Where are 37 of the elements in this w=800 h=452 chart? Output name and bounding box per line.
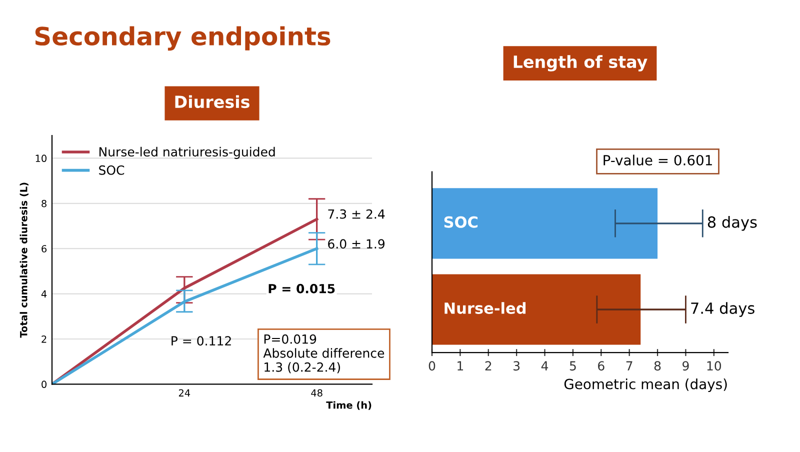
y-tick-label: 8	[42, 200, 46, 208]
data-label: 8 days	[708, 216, 757, 231]
chart-title: Length of stay	[514, 55, 648, 72]
x-tick-label: 2	[485, 361, 492, 370]
category-label: SOC	[444, 216, 478, 228]
category-label: Nurse-led	[444, 302, 526, 314]
x-axis-title: Time (h)	[326, 401, 372, 410]
x-tick-label: 10	[707, 361, 722, 371]
annotation: P = 0.112	[172, 336, 231, 346]
x-tick-label: 1	[458, 361, 464, 370]
annotation: 6.0 ± 1.9	[328, 239, 384, 249]
annotation: P = 0.015	[268, 284, 335, 294]
x-tick-label: 3	[514, 361, 520, 371]
x-tick-label: 5	[570, 361, 576, 371]
x-tick-label: 9	[682, 361, 689, 371]
annotation: 7.3 ± 2.4	[328, 209, 385, 219]
x-tick-label: 8	[654, 361, 661, 371]
y-tick-label: 6	[42, 245, 47, 252]
x-tick-label: 0	[428, 361, 436, 371]
x-tick-label: 6	[598, 361, 604, 371]
y-axis-title: Total cumulative diuresis (L)	[20, 182, 28, 338]
legend-label: Nurse-led natriuresis-guided	[99, 146, 275, 159]
x-tick-label: 48	[311, 389, 322, 397]
annotation: P=0.019 Absolute difference 1.3 (0.2-2.4)	[263, 334, 384, 374]
y-tick-label: 4	[41, 290, 47, 298]
y-tick-label: 2	[42, 335, 46, 343]
x-axis-title: Geometric mean (days)	[564, 378, 727, 392]
x-tick-label: 24	[178, 389, 190, 396]
y-tick-label: 10	[36, 154, 46, 162]
chart-subtitle: Diuresis	[175, 95, 250, 108]
legend-label: SOC	[99, 165, 124, 175]
x-tick-label: 7	[626, 361, 632, 370]
chart-title: Secondary endpoints	[35, 26, 330, 51]
y-tick-label: 0	[42, 380, 46, 388]
x-tick-label: 4	[541, 361, 548, 370]
data-label: 7.4 days	[691, 302, 754, 317]
text: P-value = 0.601	[604, 154, 712, 166]
